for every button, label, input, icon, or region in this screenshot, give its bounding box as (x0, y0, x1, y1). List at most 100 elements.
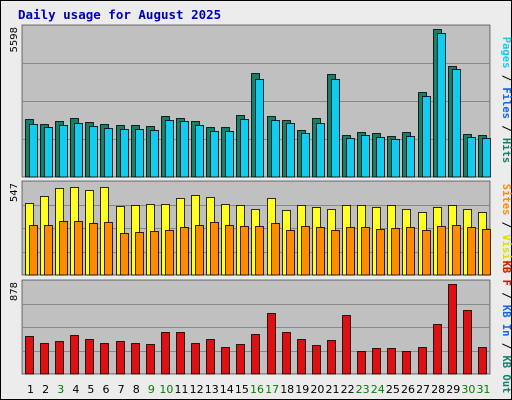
bar-files (271, 120, 280, 178)
x-tick-label: 30 (461, 383, 475, 396)
bar-kb-f (40, 343, 49, 375)
bar-kb-f (116, 341, 125, 375)
bar-kb-f (433, 324, 442, 375)
bar-sites (271, 223, 280, 276)
bar-kb-f (85, 339, 94, 375)
legend-part: Hits (500, 138, 512, 163)
bar-files (104, 128, 113, 178)
bar-kb-f (327, 340, 336, 375)
bar-kb-f (372, 348, 381, 375)
bar-files (195, 125, 204, 178)
bar-sites (210, 222, 219, 276)
bar-kb-f (236, 344, 245, 375)
bar-sites (74, 221, 83, 276)
x-tick-label: 26 (401, 383, 415, 396)
bar-sites (316, 227, 325, 276)
legend-part: KB In (500, 305, 512, 337)
bar-kb-f (221, 347, 230, 375)
bar-kb-f (70, 335, 79, 375)
bar-files (316, 123, 325, 178)
bar-kb-f (100, 343, 109, 375)
x-tick-label: 31 (476, 383, 490, 396)
bar-files (225, 131, 234, 178)
bar-sites (391, 228, 400, 276)
chart-panel-bottom: 878 KB F / KB In / KB Out (9, 261, 512, 394)
bar-sites (286, 230, 295, 276)
bar-sites (59, 221, 68, 276)
bar-sites (120, 233, 129, 276)
x-tick-label: 1 (27, 383, 34, 396)
x-tick-label: 20 (310, 383, 324, 396)
bar-files (482, 138, 491, 178)
bar-kb-f (357, 351, 366, 375)
x-tick-label: 2 (42, 383, 49, 396)
x-tick-label: 16 (250, 383, 264, 396)
bar-sites (301, 226, 310, 276)
x-tick-label: 8 (133, 383, 140, 396)
bar-files (467, 137, 476, 178)
x-tick-label: 17 (265, 383, 279, 396)
bar-files (422, 96, 431, 178)
bar-sites (467, 227, 476, 276)
bar-kb-f (342, 315, 351, 375)
bar-files (29, 124, 38, 178)
bar-files (406, 136, 415, 178)
bar-sites (346, 227, 355, 276)
bar-kb-f (146, 344, 155, 375)
bar-files (59, 125, 68, 178)
legend-part: Files (500, 87, 512, 119)
bar-sites (452, 225, 461, 276)
legend-part: KB F (500, 261, 512, 286)
x-tick-label: 29 (446, 383, 460, 396)
bar-kb-f (25, 336, 34, 375)
bar-kb-f (191, 343, 200, 375)
x-tick-label: 5 (87, 383, 94, 396)
bar-sites (180, 227, 189, 276)
x-tick-label: 19 (295, 383, 309, 396)
legend-part: Visits (500, 234, 512, 272)
bar-files (135, 129, 144, 178)
x-tick-label: 4 (72, 383, 79, 396)
y-max-label: 878 (9, 282, 20, 301)
bar-files (120, 129, 129, 178)
bar-kb-f (448, 284, 457, 375)
legend-label: KB F / KB In / KB Out (500, 261, 512, 394)
x-tick-label: 3 (57, 383, 64, 396)
bar-kb-f (55, 341, 64, 375)
x-tick-label: 11 (175, 383, 189, 396)
bar-sites (89, 223, 98, 276)
bar-files (165, 120, 174, 178)
bar-kb-f (402, 351, 411, 375)
bar-files (346, 138, 355, 178)
legend-label: Sites / Visits (500, 184, 512, 273)
x-tick-label: 10 (159, 383, 173, 396)
bar-files (437, 33, 446, 178)
x-tick-label: 24 (371, 383, 385, 396)
legend-part: Sites (500, 184, 512, 216)
x-tick-label: 23 (356, 383, 370, 396)
bar-files (89, 126, 98, 178)
y-max-label: 5598 (9, 27, 20, 52)
bar-kb-f (161, 332, 170, 375)
bar-sites (150, 231, 159, 276)
bar-sites (331, 230, 340, 276)
legend-part: KB Out (500, 355, 512, 393)
bar-kb-f (131, 343, 140, 375)
bar-sites (361, 227, 370, 276)
bar-kb-f (176, 332, 185, 375)
bar-files (286, 123, 295, 178)
x-tick-label: 12 (190, 383, 204, 396)
legend-part: / (500, 286, 512, 305)
x-tick-label: 6 (103, 383, 110, 396)
x-tick-label: 14 (220, 383, 234, 396)
bar-kb-f (251, 334, 260, 375)
bar-files (452, 69, 461, 178)
chart-panel-top: 5598 Pages / Files / Hits (9, 24, 512, 178)
bar-kb-f (312, 345, 321, 375)
bar-files (331, 79, 340, 178)
bar-sites (255, 226, 264, 276)
bar-sites (165, 230, 174, 276)
x-tick-label: 21 (325, 383, 339, 396)
bar-kb-f (418, 347, 427, 375)
bar-sites (104, 222, 113, 276)
